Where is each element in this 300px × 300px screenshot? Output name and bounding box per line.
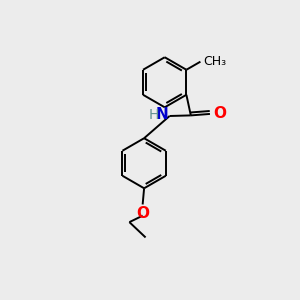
Text: CH₃: CH₃ (203, 55, 226, 68)
Text: H: H (149, 107, 159, 122)
Text: O: O (136, 206, 149, 221)
Text: N: N (155, 107, 168, 122)
Text: O: O (214, 106, 226, 122)
